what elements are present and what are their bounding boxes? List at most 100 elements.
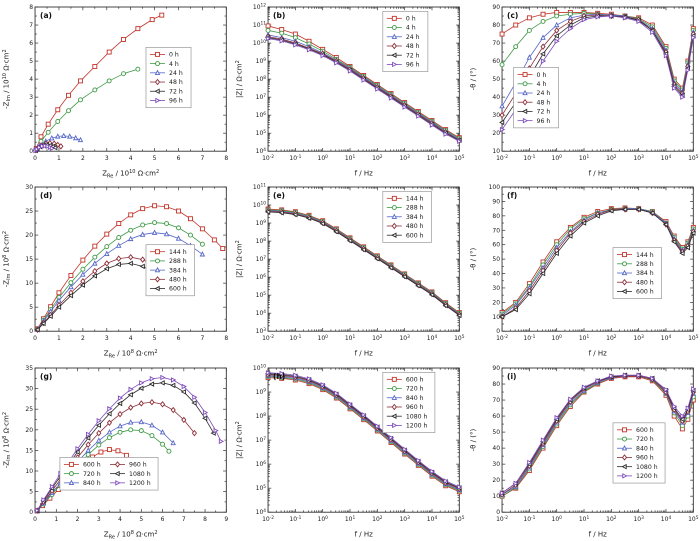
svg-text:104: 104: [256, 147, 267, 155]
svg-text:5: 5: [153, 155, 157, 162]
panel-g-cell: 0 1 2 3 4 5 6 7 8 9 0 5 10 15 20 25 30 35 ZRe / 108 Ω·cm2 -…: [0, 361, 233, 541]
svg-text:20: 20: [492, 477, 500, 484]
svg-text:15: 15: [25, 447, 33, 454]
svg-text:70: 70: [492, 40, 500, 47]
svg-text:480 h: 480 h: [169, 277, 187, 284]
svg-text:-ZIm / 108 Ω·cm2: -ZIm / 108 Ω·cm2: [2, 231, 12, 287]
svg-text:100: 100: [551, 514, 562, 522]
svg-text:50: 50: [492, 76, 500, 83]
svg-text:108: 108: [256, 411, 267, 419]
svg-text:6: 6: [161, 516, 165, 523]
svg-text:10-1: 10-1: [523, 154, 535, 162]
svg-text:20: 20: [25, 426, 33, 433]
svg-text:109: 109: [256, 57, 267, 65]
svg-text:6: 6: [177, 335, 181, 342]
svg-text:2: 2: [76, 516, 80, 523]
svg-text:4: 4: [129, 335, 133, 342]
svg-text:40: 40: [492, 445, 500, 452]
svg-text:7: 7: [29, 22, 33, 29]
svg-text:4 h: 4 h: [536, 81, 546, 88]
panel-c-cell: 10-2 10-1 100 101 102 103 104 105 10 20 30 40 50 60 70…: [467, 0, 700, 180]
svg-text:0 h: 0 h: [406, 16, 416, 23]
svg-text:109: 109: [256, 387, 267, 395]
svg-text:48 h: 48 h: [536, 99, 550, 106]
svg-text:10: 10: [492, 314, 500, 321]
svg-text:720 h: 720 h: [406, 385, 424, 392]
svg-text:(e): (e): [273, 191, 285, 200]
svg-text:96 h: 96 h: [406, 62, 420, 69]
svg-text:10-2: 10-2: [262, 334, 274, 342]
bode-phase-plot-f: 10-2 10-1 100 101 102 103 104 105 0 10 20 30 40 50 60 7…: [469, 184, 699, 358]
svg-text:960 h: 960 h: [129, 461, 147, 468]
svg-text:15: 15: [25, 256, 33, 263]
svg-text:102: 102: [606, 154, 617, 162]
svg-text:80: 80: [492, 381, 500, 388]
svg-text:70: 70: [492, 228, 500, 235]
svg-text:25: 25: [25, 208, 33, 215]
svg-text:3: 3: [29, 94, 33, 101]
svg-text:104: 104: [427, 154, 438, 162]
svg-text:10-1: 10-1: [523, 514, 535, 522]
svg-text:5: 5: [29, 488, 33, 495]
svg-text:1010: 1010: [253, 39, 266, 47]
svg-text:1010: 1010: [253, 363, 266, 371]
svg-text:102: 102: [606, 334, 617, 342]
svg-text:1: 1: [29, 130, 33, 137]
svg-text:103: 103: [256, 327, 267, 335]
svg-text:840 h: 840 h: [83, 480, 101, 487]
svg-text:104: 104: [660, 514, 671, 522]
panel-d-cell: 0 1 2 3 4 5 6 7 8 0 5 10 15 20 25 30 ZRe / 108 Ω·cm2 -ZIm…: [0, 180, 233, 360]
svg-text:100: 100: [488, 184, 500, 191]
svg-text:840 h: 840 h: [636, 445, 654, 452]
svg-text:103: 103: [400, 514, 411, 522]
svg-text:1: 1: [54, 516, 58, 523]
svg-text:104: 104: [427, 334, 438, 342]
svg-text:4: 4: [129, 155, 133, 162]
svg-text:600 h: 600 h: [636, 427, 654, 434]
svg-text:600 h: 600 h: [169, 286, 187, 293]
svg-text:8: 8: [203, 516, 207, 523]
svg-text:10: 10: [492, 148, 500, 155]
svg-text:5: 5: [29, 304, 33, 311]
svg-text:103: 103: [633, 334, 644, 342]
svg-text:70: 70: [492, 397, 500, 404]
svg-text:102: 102: [372, 154, 383, 162]
svg-text:90: 90: [492, 199, 500, 206]
svg-text:60: 60: [492, 242, 500, 249]
svg-text:960 h: 960 h: [406, 404, 424, 411]
svg-text:ZRe / 108 Ω·cm2: ZRe / 108 Ω·cm2: [104, 349, 158, 359]
svg-text:105: 105: [688, 334, 699, 342]
svg-text:10-2: 10-2: [496, 334, 508, 342]
panel-f-cell: 10-2 10-1 100 101 102 103 104 105 0 10 20 30 40 50 60 7…: [467, 180, 700, 360]
svg-text:144 h: 144 h: [636, 252, 654, 259]
svg-text:10-2: 10-2: [262, 514, 274, 522]
svg-text:(b): (b): [273, 11, 285, 20]
panel-e-cell: 10-2 10-1 100 101 102 103 104 105 103 104 105 106 10…: [233, 180, 466, 360]
svg-text:1: 1: [57, 335, 61, 342]
svg-text:7: 7: [200, 155, 204, 162]
svg-text:48 h: 48 h: [169, 79, 183, 86]
bode-magnitude-plot-b: 10-2 10-1 100 101 102 103 104 105 104 105 106 107 10…: [235, 3, 465, 178]
svg-text:10-1: 10-1: [290, 334, 302, 342]
svg-text:103: 103: [633, 154, 644, 162]
svg-text:0: 0: [33, 335, 37, 342]
svg-text:90: 90: [492, 365, 500, 372]
svg-text:960 h: 960 h: [636, 454, 654, 461]
svg-text:10: 10: [25, 468, 33, 475]
svg-text:-ZIm / 108 Ω·cm2: -ZIm / 108 Ω·cm2: [2, 411, 12, 467]
svg-text:f / Hz: f / Hz: [355, 530, 374, 538]
svg-text:ZRe / 1010 Ω·cm2: ZRe / 1010 Ω·cm2: [102, 169, 159, 179]
panel-b-cell: 10-2 10-1 100 101 102 103 104 105 104 105 106 107 10…: [233, 0, 466, 180]
svg-text:-θ / (°): -θ / (°): [469, 428, 477, 451]
svg-text:6: 6: [29, 40, 33, 47]
svg-text:101: 101: [578, 334, 589, 342]
svg-text:f / Hz: f / Hz: [588, 350, 607, 358]
bode-phase-plot-i: 10-2 10-1 100 101 102 103 104 105 0 10 20 30 40 50 60 7…: [469, 365, 698, 539]
svg-text:103: 103: [633, 514, 644, 522]
svg-text:4 h: 4 h: [169, 61, 179, 68]
svg-text:f / Hz: f / Hz: [588, 530, 607, 538]
svg-text:101: 101: [345, 514, 356, 522]
svg-text:1080 h: 1080 h: [129, 470, 151, 477]
svg-text:105: 105: [256, 483, 267, 491]
svg-text:600 h: 600 h: [406, 233, 424, 240]
